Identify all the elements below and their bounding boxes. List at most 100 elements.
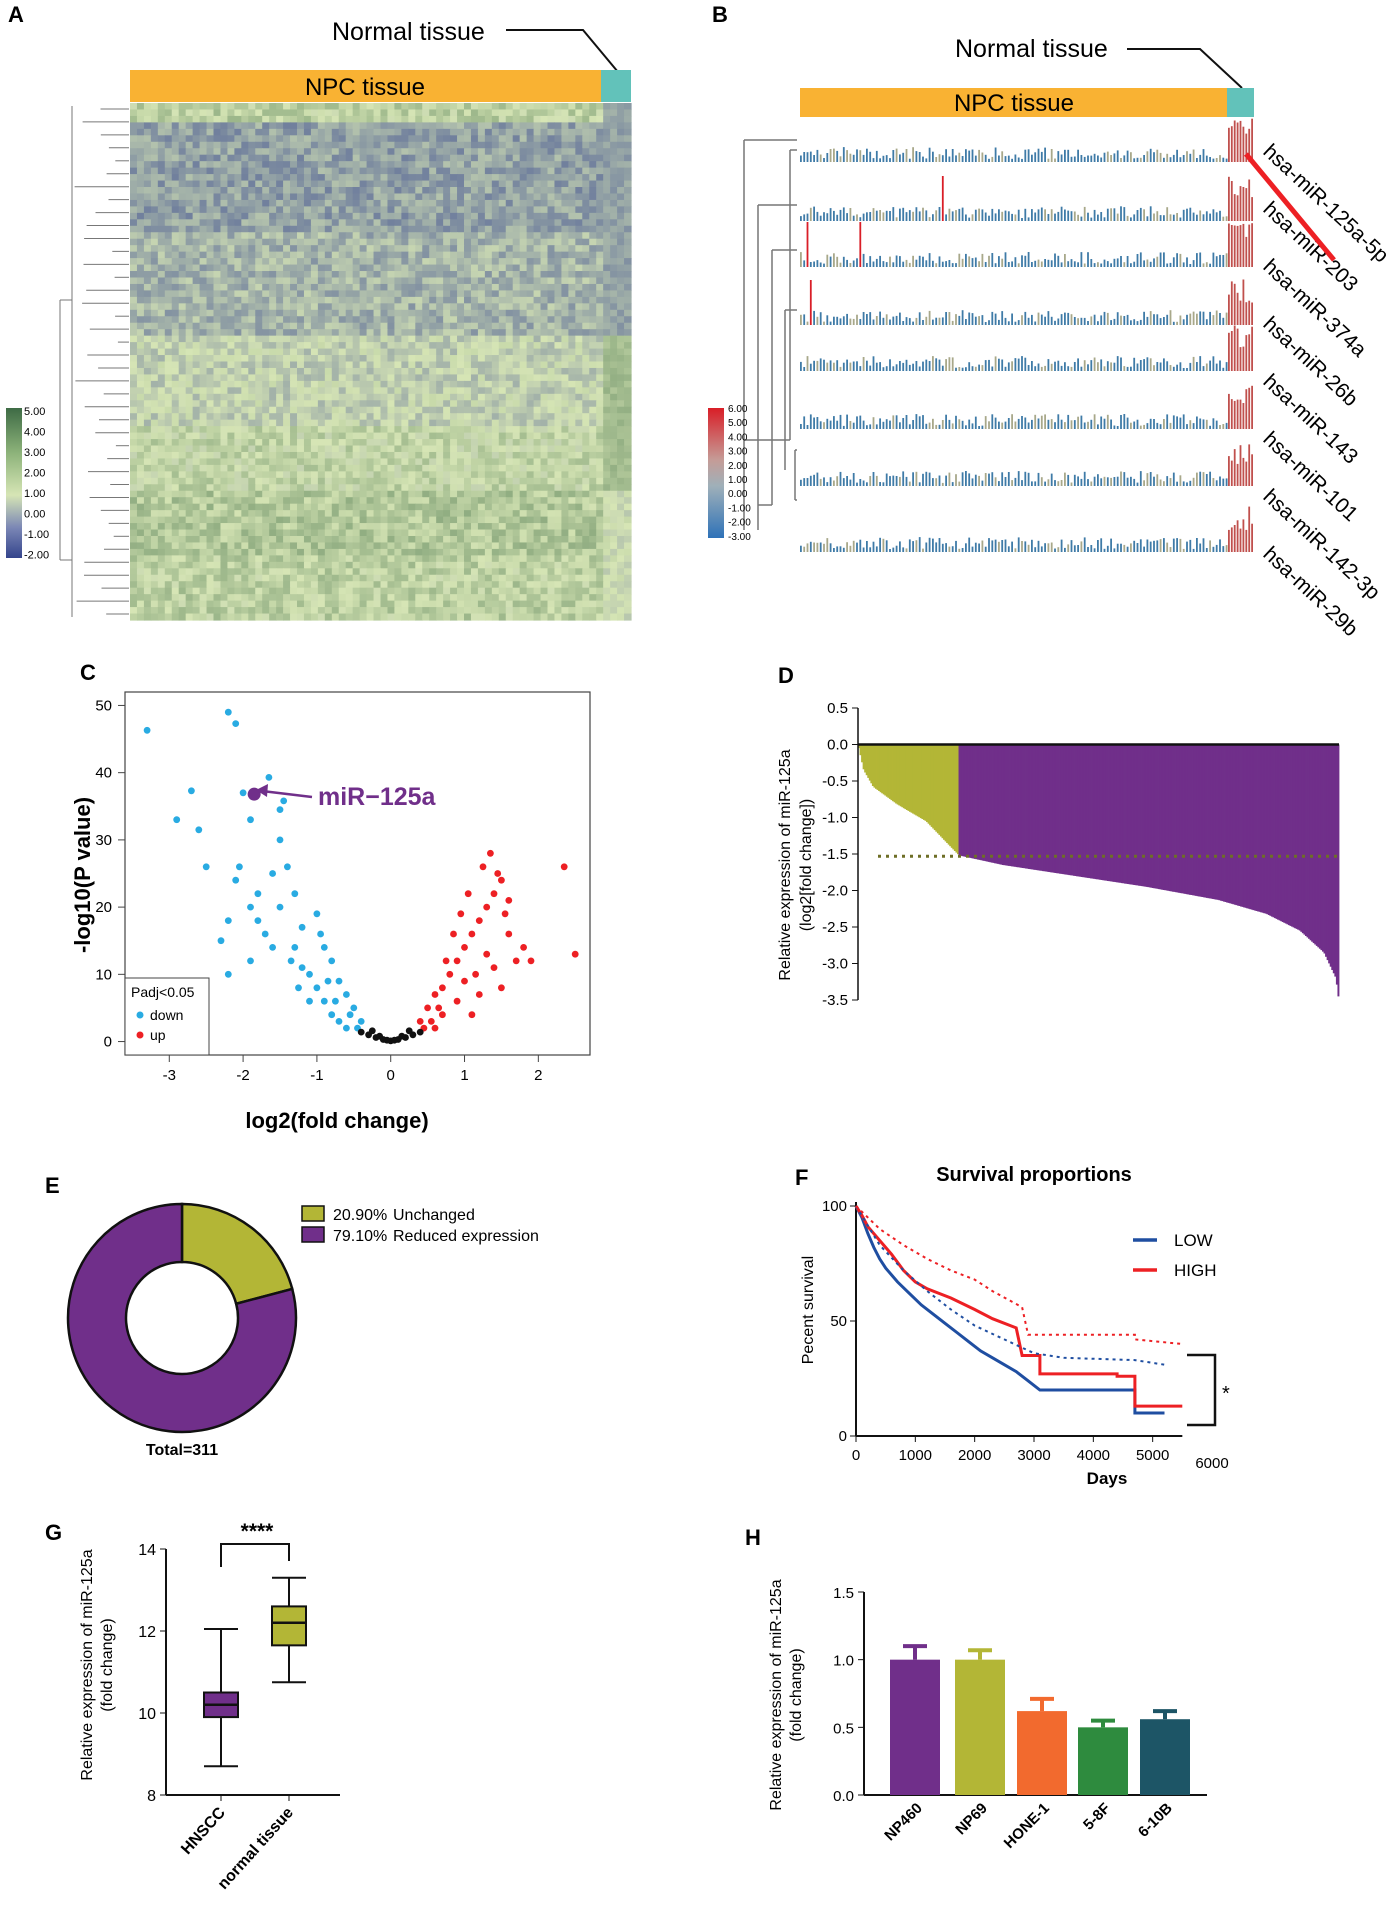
- heatmap-cell: [310, 277, 319, 285]
- heatmap-cell: [582, 355, 590, 363]
- heatmap-cell: [575, 316, 583, 324]
- heatmap-cell: [373, 484, 382, 492]
- heatmap-cell: [262, 406, 270, 414]
- heatmap-cell: [450, 484, 458, 492]
- heatmap-cell: [331, 535, 340, 544]
- heatmap-cell: [283, 206, 291, 214]
- heatmap-cell: [338, 413, 347, 421]
- heatmap-cell: [171, 161, 180, 169]
- heatmap-cell: [505, 290, 514, 298]
- heatmap-cell: [554, 251, 563, 259]
- heatmap-cell: [199, 406, 208, 414]
- heatmap-cell: [408, 187, 416, 195]
- heatmap-cell: [178, 548, 187, 556]
- heatmap-cell: [290, 277, 298, 285]
- heatmap-cell: [617, 393, 625, 401]
- heatmap-cell: [373, 439, 382, 447]
- heatmap-cell: [575, 426, 583, 434]
- heatmap-cell: [582, 503, 590, 511]
- heatmap-cell: [422, 348, 430, 356]
- heatmap-cell: [220, 238, 229, 246]
- heatmap-cell: [192, 180, 201, 188]
- heatmap-cell: [303, 523, 312, 531]
- heatmap-cell: [276, 400, 284, 408]
- heatmap-cell: [547, 419, 556, 427]
- heatmap-cell: [338, 128, 347, 136]
- heatmap-cell: [276, 122, 284, 130]
- heatmap-cell: [317, 400, 326, 408]
- heatmap-cell: [262, 206, 270, 214]
- heatmap-cell: [234, 148, 242, 156]
- heatmap-cell: [436, 361, 444, 369]
- heatmap-cell: [143, 109, 152, 117]
- heatmap-cell: [533, 187, 542, 195]
- heatmap-cell: [130, 484, 138, 492]
- heatmap-cell: [589, 303, 597, 311]
- heatmap-cell: [519, 258, 528, 266]
- heatmap-cell: [401, 329, 409, 337]
- heatmap-cell: [589, 322, 597, 330]
- heatmap-cell: [345, 458, 354, 466]
- heatmap-cell: [617, 141, 625, 149]
- heatmap-cell: [464, 167, 472, 175]
- heatmap-cell: [227, 122, 235, 130]
- heatmap-cell: [150, 406, 159, 414]
- heatmap-cell: [477, 167, 486, 175]
- heatmap-cell: [234, 419, 242, 427]
- heatmap-cell: [213, 497, 222, 505]
- heatmap-cell: [582, 264, 590, 272]
- heatmap-cell: [199, 206, 208, 214]
- heatmap-cell: [547, 128, 556, 136]
- heatmap-cell: [199, 510, 208, 518]
- heatmap-cell: [199, 238, 208, 246]
- heatmap-cell: [617, 245, 625, 253]
- heatmap-cell: [526, 322, 535, 330]
- heatmap-cell: [450, 161, 458, 169]
- heatmap-cell: [283, 303, 291, 311]
- heatmap-cell: [199, 219, 208, 227]
- heatmap-cell: [450, 148, 458, 156]
- heatmap-cell: [617, 103, 625, 111]
- heatmap-cell: [359, 451, 368, 460]
- heatmap-cell: [206, 464, 215, 472]
- heatmap-cell: [498, 523, 507, 531]
- heatmap-cell: [234, 206, 242, 214]
- heatmap-cell: [143, 316, 152, 324]
- heatmap-cell: [505, 516, 514, 524]
- heatmap-cell: [484, 329, 493, 337]
- heatmap-cell: [199, 187, 208, 195]
- heatmap-cell: [464, 212, 472, 220]
- heatmap-cell: [491, 258, 500, 266]
- heatmap-cell: [422, 484, 430, 492]
- heatmap-cell: [533, 206, 542, 214]
- heatmap-cell: [352, 238, 361, 246]
- heatmap-cell: [136, 490, 145, 498]
- heatmap-cell: [178, 380, 187, 388]
- panel-a-heatmap: [130, 103, 632, 621]
- heatmap-cell: [484, 283, 493, 292]
- heatmap-cell: [136, 303, 145, 311]
- heatmap-cell: [373, 542, 382, 550]
- heatmap-cell: [241, 128, 249, 136]
- heatmap-cell: [317, 219, 326, 227]
- heatmap-cell: [575, 523, 583, 531]
- heatmap-cell: [192, 439, 201, 447]
- heatmap-cell: [477, 109, 486, 117]
- heatmap-cell: [596, 135, 604, 143]
- heatmap-cell: [617, 406, 625, 414]
- heatmap-cell: [248, 367, 256, 376]
- heatmap-cell: [436, 542, 444, 550]
- heatmap-cell: [130, 380, 138, 388]
- heatmap-cell: [331, 316, 340, 324]
- heatmap-cell: [568, 135, 576, 143]
- heatmap-cell: [234, 174, 242, 182]
- heatmap-cell: [450, 419, 458, 427]
- heatmap-cell: [227, 419, 235, 427]
- heatmap-cell: [533, 542, 542, 550]
- heatmap-cell: [575, 445, 583, 453]
- heatmap-cell: [408, 329, 416, 337]
- heatmap-cell: [185, 322, 194, 330]
- heatmap-cell: [589, 135, 597, 143]
- heatmap-cell: [331, 458, 340, 466]
- heatmap-cell: [366, 148, 375, 156]
